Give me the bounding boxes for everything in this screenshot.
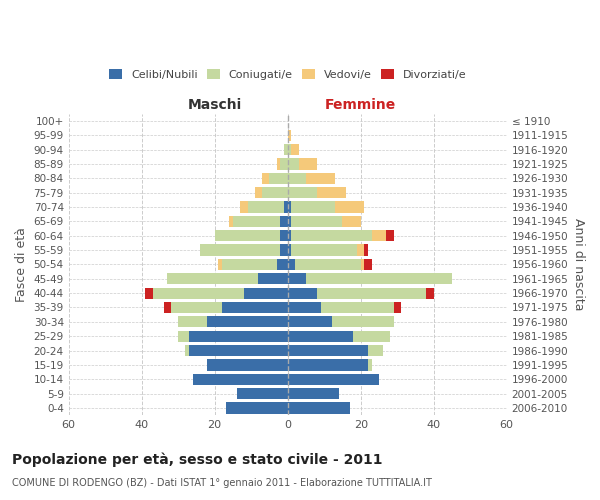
Bar xyxy=(280,230,287,241)
Bar xyxy=(306,172,335,184)
Bar xyxy=(287,374,379,385)
Text: Popolazione per età, sesso e stato civile - 2011: Popolazione per età, sesso e stato civil… xyxy=(12,452,383,467)
Bar xyxy=(280,216,287,227)
Bar xyxy=(287,144,292,155)
Bar xyxy=(394,302,401,313)
Y-axis label: Anni di nascita: Anni di nascita xyxy=(572,218,585,310)
Bar xyxy=(222,259,277,270)
Bar xyxy=(364,259,371,270)
Bar xyxy=(164,302,171,313)
Bar xyxy=(259,273,287,284)
Bar xyxy=(236,388,287,399)
Bar xyxy=(262,172,269,184)
Bar xyxy=(233,216,280,227)
Bar xyxy=(280,158,287,170)
Bar xyxy=(218,259,222,270)
Bar xyxy=(287,259,295,270)
Bar xyxy=(287,130,292,141)
Bar xyxy=(287,388,339,399)
Bar xyxy=(215,230,280,241)
Bar xyxy=(335,202,364,212)
Legend: Celibi/Nubili, Coniugati/e, Vedovi/e, Divorziati/e: Celibi/Nubili, Coniugati/e, Vedovi/e, Di… xyxy=(104,65,471,84)
Bar xyxy=(208,316,287,328)
Bar xyxy=(189,345,287,356)
Bar xyxy=(368,345,383,356)
Text: Maschi: Maschi xyxy=(188,98,242,112)
Bar xyxy=(292,230,371,241)
Bar xyxy=(287,187,317,198)
Bar xyxy=(208,360,287,370)
Bar xyxy=(244,288,287,298)
Y-axis label: Fasce di età: Fasce di età xyxy=(15,227,28,302)
Bar xyxy=(306,273,452,284)
Bar xyxy=(292,202,335,212)
Bar xyxy=(386,230,394,241)
Bar xyxy=(295,259,361,270)
Bar xyxy=(368,360,371,370)
Bar xyxy=(292,216,343,227)
Bar xyxy=(357,244,364,256)
Bar xyxy=(226,402,287,413)
Bar xyxy=(255,187,262,198)
Bar xyxy=(287,244,292,256)
Text: Femmine: Femmine xyxy=(325,98,397,112)
Bar xyxy=(222,302,287,313)
Bar xyxy=(171,302,222,313)
Bar xyxy=(200,244,280,256)
Text: COMUNE DI RODENGO (BZ) - Dati ISTAT 1° gennaio 2011 - Elaborazione TUTTITALIA.IT: COMUNE DI RODENGO (BZ) - Dati ISTAT 1° g… xyxy=(12,478,432,488)
Bar xyxy=(299,158,317,170)
Bar xyxy=(364,244,368,256)
Bar xyxy=(269,172,287,184)
Bar xyxy=(189,330,287,342)
Bar xyxy=(287,158,299,170)
Bar xyxy=(193,374,287,385)
Bar xyxy=(277,259,287,270)
Bar xyxy=(361,259,364,270)
Bar xyxy=(287,230,292,241)
Bar xyxy=(292,144,299,155)
Bar xyxy=(287,202,292,212)
Bar xyxy=(248,202,284,212)
Bar xyxy=(331,316,394,328)
Bar xyxy=(317,187,346,198)
Bar xyxy=(284,144,287,155)
Bar xyxy=(229,216,233,227)
Bar xyxy=(152,288,244,298)
Bar xyxy=(277,158,280,170)
Bar xyxy=(343,216,361,227)
Bar xyxy=(145,288,152,298)
Bar xyxy=(280,244,287,256)
Bar xyxy=(287,316,331,328)
Bar xyxy=(287,273,306,284)
Bar xyxy=(287,330,353,342)
Bar xyxy=(262,187,287,198)
Bar xyxy=(292,244,357,256)
Bar xyxy=(287,216,292,227)
Bar xyxy=(371,230,386,241)
Bar xyxy=(287,402,350,413)
Bar xyxy=(320,302,394,313)
Bar xyxy=(240,202,248,212)
Bar xyxy=(167,273,259,284)
Bar xyxy=(287,288,317,298)
Bar xyxy=(284,202,287,212)
Bar xyxy=(178,316,208,328)
Bar xyxy=(287,345,368,356)
Bar xyxy=(353,330,390,342)
Bar xyxy=(427,288,434,298)
Bar xyxy=(317,288,427,298)
Bar xyxy=(287,302,320,313)
Bar xyxy=(287,172,306,184)
Bar xyxy=(287,360,368,370)
Bar xyxy=(185,345,189,356)
Bar xyxy=(178,330,189,342)
